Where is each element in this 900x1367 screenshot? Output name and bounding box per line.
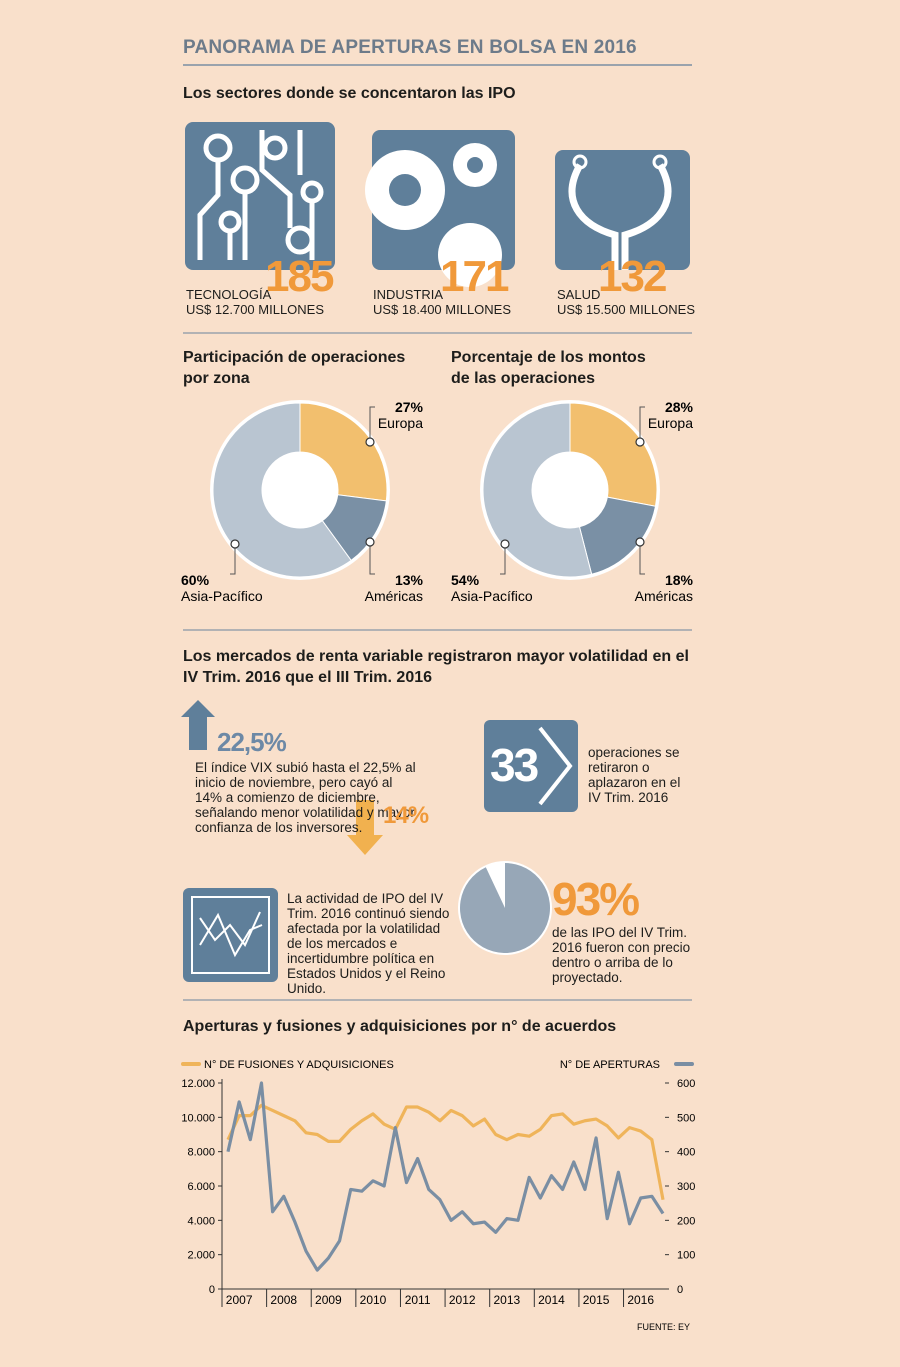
sector-amount: US$ 12.700 MILLONES (186, 302, 325, 317)
category-label: Europa (648, 415, 693, 431)
postponed-icon (484, 720, 578, 812)
category-label: Asia-Pacífico (181, 588, 263, 604)
connector-dot (365, 537, 375, 547)
pie-value: 93% (552, 873, 640, 925)
donut-segment (569, 402, 658, 507)
y2-tick-label: 600 (677, 1078, 695, 1090)
x-tick-label: 2009 (315, 1293, 342, 1307)
value-label: 60% (181, 572, 210, 588)
postponed-text: operaciones se retiraron o aplazaron en … (588, 745, 681, 805)
legend-label: N° DE FUSIONES Y ADQUISICIONES (204, 1059, 394, 1071)
y2-tick-label: 300 (677, 1181, 695, 1193)
page-title: PANORAMA DE APERTURAS EN BOLSA EN 2016 (183, 37, 637, 58)
industry-icon (365, 130, 515, 287)
connector-dot (230, 539, 240, 549)
series-line (226, 1103, 665, 1201)
y-tick-label: 8.000 (187, 1147, 215, 1159)
x-tick-label: 2013 (493, 1293, 520, 1307)
connector-dot (365, 437, 375, 447)
y-tick-label: 2.000 (187, 1250, 215, 1262)
sector-count: 171 (440, 252, 509, 301)
vix-text: El índice VIX subió hasta el 22,5% al in… (195, 760, 416, 835)
pie-segment (460, 863, 550, 953)
category-label: Américas (635, 588, 693, 604)
down-arrow (347, 800, 383, 855)
donut-segment (482, 402, 593, 578)
sector-count: 185 (265, 252, 334, 301)
sector-name: INDUSTRIA (373, 287, 444, 302)
y-tick-label: 6.000 (187, 1181, 215, 1193)
donut-segment (212, 402, 352, 578)
connector (369, 542, 375, 575)
x-tick-label: 2007 (226, 1293, 253, 1307)
up-arrow (181, 700, 215, 750)
postponed-count: 33 (490, 739, 539, 791)
x-tick-label: 2011 (405, 1293, 431, 1307)
x-tick-label: 2015 (583, 1293, 610, 1307)
donut-segment (299, 402, 388, 502)
tech-icon (185, 122, 335, 270)
legend-label: N° DE APERTURAS (560, 1059, 660, 1071)
x-tick-label: 2008 (270, 1293, 297, 1307)
connector-dot (635, 437, 645, 447)
sector-name: SALUD (557, 287, 601, 302)
vix-low: 14% (383, 802, 429, 829)
sector-amount: US$ 18.400 MILLONES (373, 302, 512, 317)
connector (639, 406, 645, 442)
x-tick-label: 2012 (449, 1293, 476, 1307)
x-tick-label: 2010 (360, 1293, 387, 1307)
y2-tick-label: 100 (677, 1250, 695, 1262)
connector (369, 406, 375, 442)
connector (230, 544, 236, 575)
source: FUENTE: EY (637, 1322, 690, 1332)
chart-title: Participación de operaciones por zona (183, 349, 406, 387)
value-label: 13% (395, 572, 424, 588)
sector-name: TECNOLOGÍA (186, 287, 272, 302)
section-heading: Los sectores donde se concentaron las IP… (183, 85, 516, 102)
price-text: de las IPO del IV Trim. 2016 fueron con … (552, 925, 691, 985)
y2-tick-label: 0 (677, 1284, 683, 1296)
vix-high: 22,5% (217, 727, 287, 757)
x-tick-label: 2016 (627, 1293, 654, 1307)
sector-amount: US$ 15.500 MILLONES (557, 302, 696, 317)
value-label: 18% (665, 572, 694, 588)
value-label: 28% (665, 399, 694, 415)
y2-tick-label: 400 (677, 1147, 695, 1159)
activity-icon (183, 888, 278, 982)
x-tick-label: 2014 (538, 1293, 565, 1307)
health-icon (555, 150, 690, 270)
chart-title: Aperturas y fusiones y adquisiciones por… (183, 1018, 617, 1035)
category-label: Asia-Pacífico (451, 588, 533, 604)
y2-tick-label: 200 (677, 1215, 695, 1227)
y-tick-label: 10.000 (181, 1112, 215, 1124)
y-tick-label: 12.000 (181, 1078, 215, 1090)
y-tick-label: 4.000 (187, 1215, 215, 1227)
chart-title: Porcentaje de los montos de las operacio… (451, 349, 646, 387)
y-tick-label: 0 (209, 1284, 215, 1296)
connector (500, 544, 506, 575)
category-label: Américas (365, 588, 423, 604)
series-line (226, 1081, 665, 1272)
sector-count: 132 (598, 252, 667, 301)
category-label: Europa (378, 415, 423, 431)
value-label: 27% (395, 399, 424, 415)
activity-text: La actividad de IPO del IV Trim. 2016 co… (287, 891, 450, 996)
y2-tick-label: 500 (677, 1112, 695, 1124)
value-label: 54% (451, 572, 480, 588)
connector (639, 542, 645, 575)
connector-dot (635, 537, 645, 547)
section-heading: Los mercados de renta variable registrar… (183, 648, 689, 686)
connector-dot (500, 539, 510, 549)
